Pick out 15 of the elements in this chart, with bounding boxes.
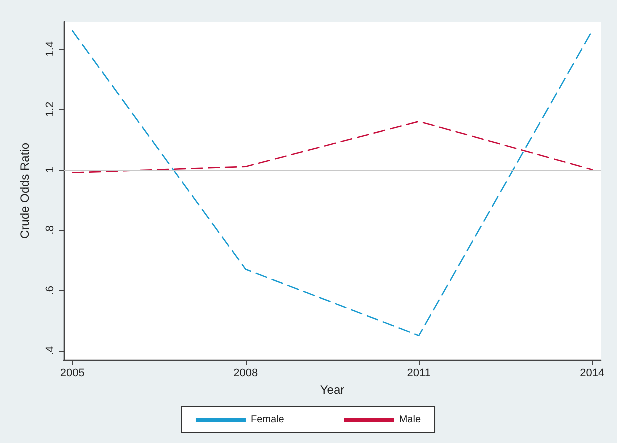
x-axis-title: Year	[320, 383, 345, 397]
x-tick-label: 2005	[60, 368, 85, 380]
y-tick-label: .6	[44, 286, 56, 296]
y-tick-label: 1	[44, 166, 56, 173]
x-tick-label: 2011	[407, 368, 431, 380]
x-tick-label: 2008	[234, 368, 258, 380]
y-axis-title: Crude Odds Ratio	[18, 142, 32, 240]
y-tick-label: 1.2	[44, 102, 56, 118]
x-tick-label: 2014	[580, 368, 605, 380]
line-series	[72, 120, 593, 174]
legend-label: Female	[250, 414, 285, 426]
y-tick-label: .8	[44, 226, 56, 235]
y-tick-label: 1.4	[44, 42, 56, 57]
legend-label: Male	[399, 414, 422, 426]
y-tick-label: .4	[44, 346, 56, 356]
